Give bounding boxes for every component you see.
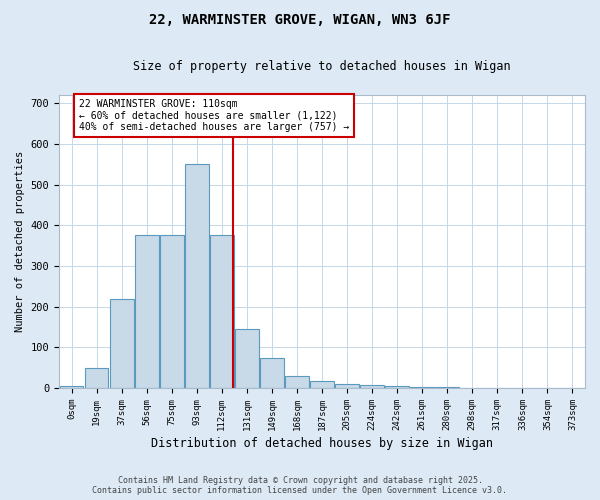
Text: 22 WARMINSTER GROVE: 110sqm
← 60% of detached houses are smaller (1,122)
40% of : 22 WARMINSTER GROVE: 110sqm ← 60% of det… xyxy=(79,99,349,132)
Text: Contains HM Land Registry data © Crown copyright and database right 2025.
Contai: Contains HM Land Registry data © Crown c… xyxy=(92,476,508,495)
Bar xyxy=(235,329,259,388)
Bar xyxy=(135,236,158,388)
Bar xyxy=(360,385,384,388)
Bar xyxy=(85,368,109,388)
X-axis label: Distribution of detached houses by size in Wigan: Distribution of detached houses by size … xyxy=(151,437,493,450)
Text: 22, WARMINSTER GROVE, WIGAN, WN3 6JF: 22, WARMINSTER GROVE, WIGAN, WN3 6JF xyxy=(149,12,451,26)
Bar xyxy=(185,164,209,388)
Bar xyxy=(210,236,234,388)
Title: Size of property relative to detached houses in Wigan: Size of property relative to detached ho… xyxy=(133,60,511,73)
Bar xyxy=(310,381,334,388)
Bar xyxy=(59,386,83,388)
Bar xyxy=(335,384,359,388)
Bar xyxy=(260,358,284,388)
Bar xyxy=(285,376,309,388)
Bar xyxy=(160,236,184,388)
Bar xyxy=(385,386,409,388)
Bar xyxy=(110,298,134,388)
Bar xyxy=(410,387,434,388)
Y-axis label: Number of detached properties: Number of detached properties xyxy=(15,151,25,332)
